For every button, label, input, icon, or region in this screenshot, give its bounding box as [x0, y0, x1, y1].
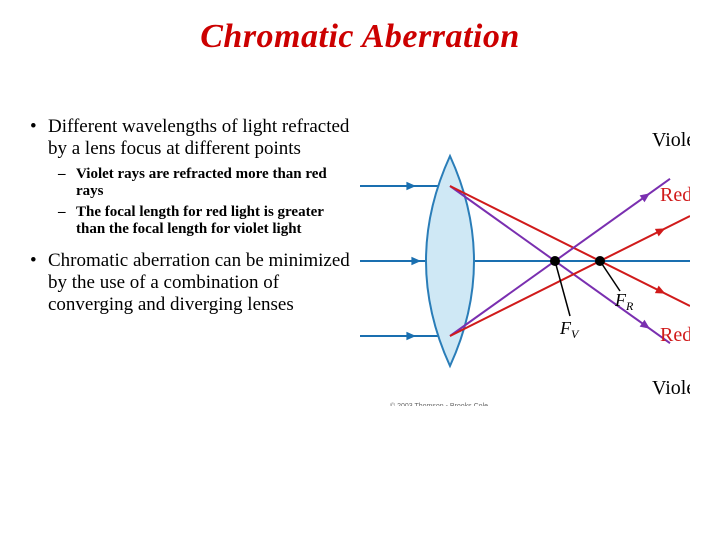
svg-text:FV: FV [559, 318, 580, 341]
sub-bullet-list: Violet rays are refracted more than red … [48, 166, 350, 238]
svg-text:Red: Red [660, 324, 690, 346]
svg-text:FR: FR [614, 290, 634, 313]
sub-bullet-item: The focal length for red light is greate… [48, 204, 350, 238]
svg-text:Violet: Violet [652, 129, 690, 151]
text-column: Different wavelengths of light refracted… [0, 116, 360, 406]
bullet-text: Different wavelengths of light refracted… [48, 116, 349, 159]
bullet-item: Different wavelengths of light refracted… [30, 116, 350, 238]
svg-text:Violet: Violet [652, 377, 690, 399]
chromatic-aberration-diagram: FV FR Violet Red Red Violet © 2003 Thomson - B… [360, 116, 690, 406]
sub-bullet-item: Violet rays are refracted more than red … [48, 166, 350, 200]
content-row: Different wavelengths of light refracted… [0, 116, 720, 406]
bullet-item: Chromatic aberration can be minimized by… [30, 250, 350, 316]
svg-text:© 2003 Thomson - Brooks Cole: © 2003 Thomson - Brooks Cole [390, 402, 488, 406]
figure-column: FV FR Violet Red Red Violet © 2003 Thomson - B… [360, 116, 720, 406]
bullet-text: Chromatic aberration can be minimized by… [48, 250, 350, 315]
page-title: Chromatic Aberration [0, 18, 720, 56]
svg-text:Red: Red [660, 184, 690, 206]
bullet-list: Different wavelengths of light refracted… [30, 116, 350, 316]
